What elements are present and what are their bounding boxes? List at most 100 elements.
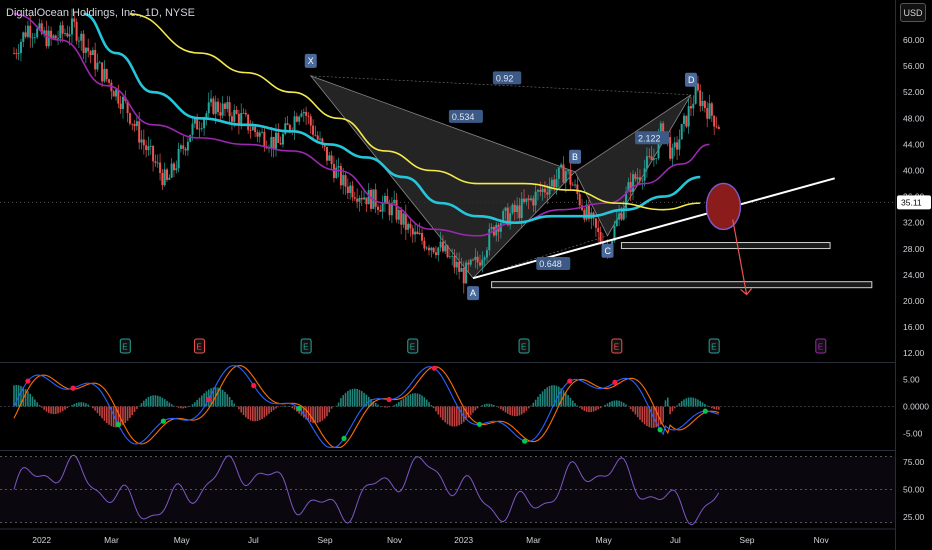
candle-body — [254, 126, 257, 133]
oscillator-histogram-bar — [224, 391, 226, 407]
time-axis-tick: Jul — [670, 535, 681, 545]
oscillator-histogram-bar — [27, 391, 29, 407]
harmonic-ratio-label: 2.122 — [638, 133, 661, 143]
oscillator-histogram-bar — [442, 406, 444, 421]
candle-body — [186, 141, 189, 151]
oscillator-histogram-bar — [564, 392, 567, 407]
candle-body — [696, 83, 699, 91]
candle-body — [288, 124, 291, 131]
oscillator-histogram-bar — [166, 400, 168, 407]
oscillator-histogram-bar — [673, 406, 676, 409]
candle-body — [349, 185, 352, 194]
candle-body — [550, 179, 553, 187]
oscillator-histogram-bar — [372, 401, 375, 407]
oscillator-histogram-bar — [604, 404, 606, 407]
time-axis-tick: 2022 — [32, 535, 51, 545]
oscillator-histogram-bar — [316, 406, 319, 423]
currency-badge[interactable]: USD — [900, 3, 926, 22]
harmonic-point-label: D — [688, 75, 695, 85]
candle-body — [191, 123, 194, 135]
oscillator-histogram-bar — [706, 405, 709, 407]
oscillator-histogram-bar — [221, 389, 224, 407]
oscillator-histogram-bar — [143, 400, 145, 407]
oscillator-histogram-bar — [625, 404, 627, 407]
oscillator-histogram-bar — [595, 406, 597, 411]
oscillator-histogram-bar — [502, 406, 504, 411]
candle-body — [50, 30, 53, 38]
candle-body — [274, 132, 277, 149]
oscillator-histogram-bar — [444, 406, 447, 423]
oscillator-histogram-bar — [265, 406, 268, 416]
oscillator-histogram-bar — [217, 387, 219, 407]
oscillator-histogram-bar — [319, 406, 321, 422]
candle-body — [370, 189, 373, 209]
time-axis-tick: May — [174, 535, 191, 545]
oscillator-histogram-bar — [219, 388, 222, 407]
oscillator-histogram-bar — [247, 406, 249, 420]
oscillator-histogram-bar — [98, 406, 101, 416]
candle-body — [182, 145, 185, 149]
oscillator-histogram-bar — [525, 406, 528, 411]
candle-body — [448, 256, 451, 258]
oscillator-histogram-bar — [377, 404, 379, 407]
oscillator-histogram-bar — [110, 406, 113, 427]
candle-body — [650, 156, 653, 160]
candle-body — [485, 250, 488, 258]
oscillator-histogram-bar — [646, 406, 648, 427]
oscillator-histogram-bar — [270, 406, 273, 412]
oscillator-histogram-bar — [553, 385, 555, 407]
oscillator-histogram-bar — [509, 406, 511, 415]
oscillator-histogram-bar — [145, 398, 147, 407]
oscillator-histogram-bar — [418, 394, 421, 407]
harmonic-ratio-label: 0.92 — [496, 73, 514, 83]
symbol-title: DigitalOcean Holdings, Inc., 1D, NYSE — [6, 7, 195, 19]
oscillator-histogram-bar — [606, 403, 609, 407]
oscillator-histogram-bar — [31, 396, 34, 407]
oscillator-histogram-bar — [555, 385, 558, 407]
candle-body — [467, 262, 470, 265]
oscillator-histogram-bar — [180, 406, 182, 409]
candle-body — [481, 259, 484, 266]
earnings-marker-icon — [119, 338, 131, 354]
candle-body — [400, 209, 403, 225]
oscillator-histogram-bar — [80, 402, 83, 407]
candle-body — [546, 192, 549, 195]
oscillator-histogram-bar — [57, 406, 59, 414]
oscillator-histogram-bar — [527, 406, 530, 409]
oscillator-histogram-bar — [421, 395, 423, 407]
oscillator-histogram-bar — [337, 402, 340, 407]
candle-body — [247, 114, 250, 131]
candle-body — [319, 138, 322, 140]
oscillator-histogram-bar — [428, 402, 430, 407]
harmonic-ratio-badge — [536, 256, 571, 270]
oscillator-histogram-bar — [458, 406, 460, 426]
candle-body — [321, 138, 324, 144]
oscillator-histogram-bar — [386, 406, 389, 408]
candle-body — [615, 219, 618, 226]
oscillator-histogram-bar — [460, 406, 463, 424]
oscillator-histogram-bar — [500, 406, 502, 410]
oscillator-histogram-bar — [363, 392, 365, 407]
price-axis-tick: 60.00 — [903, 35, 925, 45]
oscillator-histogram-bar — [277, 406, 280, 408]
price-axis-tick: 44.00 — [903, 139, 925, 149]
candle-body — [381, 202, 384, 212]
candle-body — [126, 100, 129, 114]
oscillator-histogram-bar — [618, 400, 620, 407]
oscillator-cross-dot — [341, 435, 347, 442]
time-axis-tick: May — [596, 535, 613, 545]
candle-body — [462, 267, 465, 284]
candle-body — [166, 169, 169, 180]
oscillator-histogram-bar — [289, 406, 291, 408]
oscillator-histogram-bar — [374, 402, 377, 407]
oscillator-histogram-bar — [469, 406, 472, 416]
candle-body — [414, 231, 417, 235]
oscillator-histogram-bar — [34, 399, 36, 407]
oscillator-histogram-bar — [228, 396, 231, 407]
oscillator-histogram-bar — [548, 386, 551, 407]
oscillator-histogram-bar — [687, 397, 690, 407]
candle-body — [346, 186, 349, 194]
candle-body — [636, 177, 639, 180]
oscillator-histogram-bar — [694, 398, 697, 407]
